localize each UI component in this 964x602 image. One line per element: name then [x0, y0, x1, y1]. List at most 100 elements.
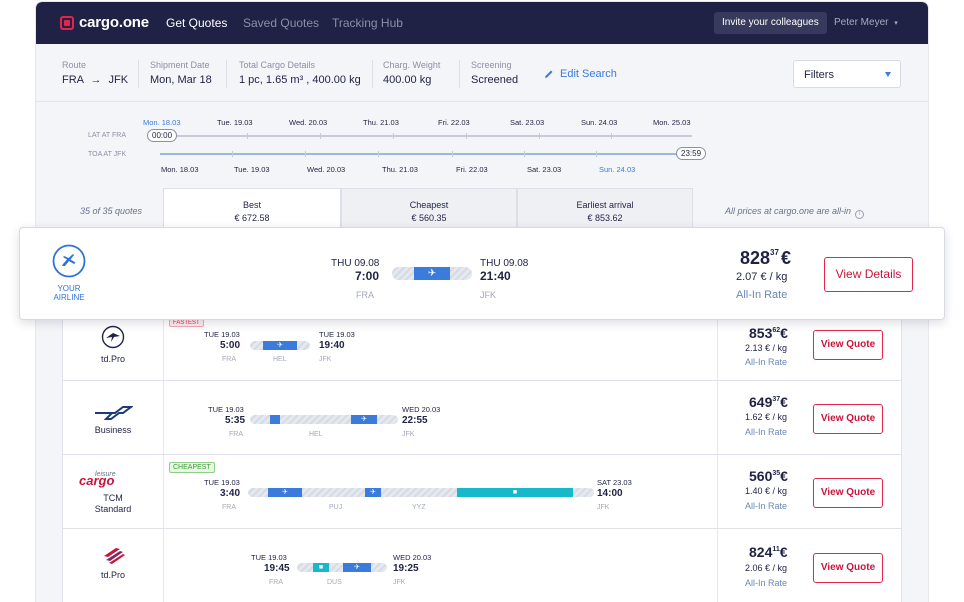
plane-icon: ✈ [354, 564, 360, 571]
tick [596, 151, 597, 157]
divider [226, 60, 227, 88]
chevron-down-icon: ▾ [894, 20, 898, 27]
quote-count: 35 of 35 quotes [80, 206, 143, 216]
view-quote-button[interactable]: View Quote [813, 478, 883, 508]
edit-search-button[interactable]: Edit Search [544, 68, 617, 80]
all-in-rate: All-In Rate [745, 427, 788, 437]
all-in-rate: All-In Rate [745, 501, 788, 511]
lat-slider-handle[interactable]: 00:00 [147, 129, 178, 142]
price-cents: 37 [770, 248, 779, 257]
tab-cheapest-label: Cheapest [409, 200, 449, 210]
departure-day: TUE 19.03 [251, 553, 287, 562]
departure-time: 5:35 [225, 415, 246, 426]
flight-segment: ✈ [343, 563, 371, 572]
screening-label: Screening [471, 60, 512, 70]
tick [393, 133, 394, 139]
quote-row: Business TUE 19.03 5:35 FRA HEL ✈ WED 20… [62, 380, 902, 455]
arrival-time: 19:25 [393, 563, 419, 574]
flight-segment: ✈ [414, 267, 450, 280]
top-nav: cargo.one Get Quotes Saved Quotes Tracki… [36, 2, 928, 44]
arrival-day: WED 20.03 [402, 405, 441, 414]
currency: € [779, 544, 788, 560]
weight-field: Charg. Weight 400.00 kg [383, 60, 440, 86]
tick [232, 151, 233, 157]
view-quote-button[interactable]: View Quote [813, 404, 883, 434]
plane-icon: ✈ [361, 416, 367, 423]
lat-date: Mon. 18.03 [143, 118, 181, 127]
carrier-name: TCM [103, 493, 123, 503]
search-summary: Route FRA → JFK Shipment Date Mon, Mar 1… [36, 44, 928, 102]
tick [305, 151, 306, 157]
tab-cheapest[interactable]: Cheapest € 560.35 [341, 188, 517, 232]
lat-date: Mon. 25.03 [653, 118, 691, 127]
fastest-badge: FASTEST [169, 319, 204, 327]
nav-tracking-hub[interactable]: Tracking Hub [332, 16, 403, 30]
flight-segment: ✈ [263, 341, 297, 350]
toa-date: Tue. 19.03 [234, 165, 270, 174]
route-label: Route [62, 60, 87, 70]
price-main: 649 [749, 394, 773, 410]
toa-label: TOA AT JFK [88, 151, 127, 158]
arrival-time: 19:40 [319, 340, 345, 351]
route-segment [250, 415, 398, 424]
plane-icon: ✈ [427, 268, 437, 279]
price: 85362€ [749, 325, 788, 341]
divider [459, 60, 460, 88]
lat-date: Wed. 20.03 [289, 118, 328, 127]
via-code: HEL [309, 431, 323, 438]
departure-code: FRA [222, 504, 236, 511]
caret-down-icon [885, 72, 891, 77]
toa-track [160, 153, 680, 155]
carrier-product: Standard [94, 504, 132, 514]
price-per-kg: 2.13 € / kg [745, 343, 788, 353]
departure-code: FRA [229, 431, 243, 438]
carrier-logo: Business [63, 406, 163, 436]
nav-get-quotes[interactable]: Get Quotes [166, 16, 228, 30]
departure-code: FRA [222, 356, 236, 363]
all-in-note-text: All prices at cargo.one are all-in [725, 206, 852, 216]
via-code: YYZ [412, 504, 426, 511]
tick [378, 151, 379, 157]
user-menu[interactable]: Peter Meyer ▾ [834, 17, 898, 28]
divider [717, 529, 718, 602]
price-per-kg: 2.07 € / kg [736, 271, 788, 283]
weight-label: Charg. Weight [383, 60, 441, 70]
view-quote-button[interactable]: View Quote [813, 330, 883, 360]
info-icon[interactable]: i [855, 210, 865, 219]
price: 56035€ [749, 468, 788, 484]
flight-segment: ✈ [365, 488, 381, 497]
arrival-time: 22:55 [402, 415, 428, 426]
cargo-field: Total Cargo Details 1 pc, 1.65 m³ , 400.… [239, 60, 361, 86]
cheapest-badge: CHEAPEST [169, 462, 215, 473]
currency: € [780, 394, 788, 410]
divider [717, 455, 718, 528]
price-per-kg: 1.40 € / kg [745, 486, 788, 496]
divider [163, 381, 164, 454]
tab-earliest-price: € 853.62 [587, 213, 623, 223]
filters-select[interactable]: Filters [793, 60, 901, 88]
departure-day: TUE 19.03 [204, 330, 240, 339]
user-name: Peter Meyer [834, 17, 889, 28]
view-quote-button[interactable]: View Quote [813, 553, 883, 583]
tab-best[interactable]: Best € 672.58 [163, 188, 341, 232]
brand-logo[interactable]: cargo.one [60, 14, 149, 31]
weight-value: 400.00 kg [383, 74, 432, 86]
arrival-day: WED 20.03 [393, 553, 432, 562]
airline-label-line2: AIRLINE [53, 293, 85, 302]
cargo-value: 1 pc, 1.65 m³ , 400.00 kg [239, 74, 361, 86]
carrier-logo: td.Pro [63, 546, 163, 581]
arrival-day: SAT 23.03 [597, 478, 632, 487]
invite-colleagues-button[interactable]: Invite your colleagues [714, 12, 827, 34]
arrival-code: JFK [402, 431, 415, 438]
arrow-right-icon: → [90, 74, 102, 86]
toa-date: Thu. 21.03 [382, 165, 418, 174]
nav-saved-quotes[interactable]: Saved Quotes [243, 16, 320, 30]
price-cents: 37 [772, 396, 781, 403]
departure-time: 19:45 [264, 563, 290, 574]
carrier-name: Business [94, 425, 132, 435]
view-details-button[interactable]: View Details [824, 257, 913, 292]
departure-time: 7:00 [355, 269, 380, 283]
toa-slider-handle[interactable]: 23:59 [676, 147, 707, 160]
tab-earliest-arrival[interactable]: Earliest arrival € 853.62 [517, 188, 693, 232]
departure-time: 3:40 [220, 488, 241, 499]
